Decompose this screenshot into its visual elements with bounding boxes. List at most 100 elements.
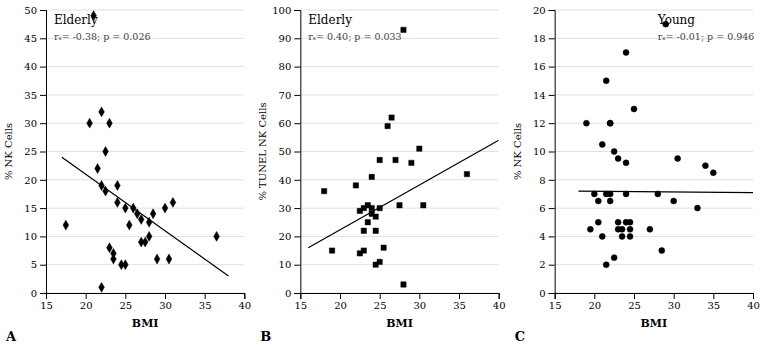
tick-mark [294, 38, 300, 39]
annotation: rₛ= -0.38; p = 0.026 [54, 31, 151, 42]
point [122, 203, 128, 213]
point [599, 141, 605, 147]
tick-mark [294, 208, 300, 209]
tick-label: 30 [668, 300, 681, 311]
tick: 10 [24, 231, 46, 242]
tick-label: 35 [707, 300, 720, 311]
y-axis-title: % NK Cells [512, 123, 523, 180]
figure: 15202530354005101520253035404550Elderlyr… [0, 0, 763, 345]
tick-label: 40 [747, 300, 760, 311]
point [63, 220, 69, 230]
plot-area [62, 11, 229, 293]
tick-mark [674, 293, 675, 299]
tick: 20 [80, 293, 93, 311]
tick-mark [459, 293, 460, 299]
grid-line [555, 208, 753, 209]
tick: 20 [533, 5, 555, 16]
tick-label: 25 [119, 300, 132, 311]
title: Young [657, 13, 696, 27]
y-axis: 05101520253035404550 [24, 5, 46, 299]
grid-line [555, 151, 753, 152]
point [377, 205, 382, 210]
tick-mark [40, 265, 46, 266]
tick-mark [549, 265, 555, 266]
grid-line [300, 264, 498, 265]
point [95, 164, 101, 174]
tick-label: 15 [40, 300, 53, 311]
point [409, 160, 414, 165]
tick-label: 15 [24, 203, 37, 214]
tick-label: 30 [279, 203, 292, 214]
tick-label: 8 [539, 175, 545, 186]
tick: 20 [334, 293, 347, 311]
tick-label: 25 [628, 300, 641, 311]
tick: 18 [533, 33, 555, 44]
point [623, 219, 629, 225]
point [107, 118, 113, 128]
x-axis-title: BMI [386, 317, 413, 330]
point [99, 107, 105, 117]
tick-label: 35 [199, 300, 212, 311]
point [99, 181, 105, 191]
grid-line [300, 10, 498, 11]
point [150, 209, 156, 219]
grid-line [555, 66, 753, 67]
tick-label: 25 [24, 146, 37, 157]
point [615, 219, 621, 225]
tick: 0 [31, 288, 46, 299]
axis-line [549, 11, 556, 294]
tick-mark [549, 293, 555, 294]
y-axis: 02468101214161820 [533, 5, 555, 299]
tick: 35 [199, 293, 212, 311]
tick: 0 [285, 288, 300, 299]
tick-label: 20 [80, 300, 93, 311]
tick: 35 [453, 293, 466, 311]
tick: 30 [279, 203, 301, 214]
tick-label: 20 [334, 300, 347, 311]
tick: 20 [588, 293, 601, 311]
point [99, 282, 105, 292]
point [115, 181, 121, 191]
point [464, 171, 469, 176]
tick: 45 [24, 33, 46, 44]
tick-mark [244, 293, 245, 299]
point [591, 191, 597, 197]
tick-label: 15 [294, 300, 307, 311]
tick-mark [594, 293, 595, 299]
tick: 40 [493, 293, 506, 311]
tick-label: 12 [533, 118, 546, 129]
panel-label: C [515, 329, 525, 344]
points [583, 21, 716, 268]
y-axis: 0102030405060708090100 [272, 5, 301, 299]
point [142, 237, 148, 247]
point [619, 226, 625, 232]
point [87, 118, 93, 128]
tick-label: 40 [279, 175, 292, 186]
point [421, 203, 426, 208]
point [595, 198, 601, 204]
tick-mark [294, 293, 300, 294]
tick-label: 20 [533, 5, 546, 16]
tick: 90 [279, 33, 301, 44]
title: Elderly [54, 13, 98, 27]
grid [555, 10, 753, 293]
tick-mark [549, 208, 555, 209]
grid-line [555, 10, 753, 11]
regression-line [62, 157, 229, 276]
grid-line [46, 123, 244, 124]
point [122, 260, 128, 270]
point [214, 231, 220, 241]
tick-mark [549, 95, 555, 96]
tick-label: 50 [279, 146, 292, 157]
grid-line [46, 151, 244, 152]
tick-label: 45 [24, 33, 37, 44]
grid-line [46, 66, 244, 67]
point [607, 191, 613, 197]
point [130, 203, 136, 213]
tick-label: 14 [533, 90, 546, 101]
tick-label: 40 [24, 61, 37, 72]
point [417, 146, 422, 151]
point [373, 214, 378, 219]
tick-mark [294, 123, 300, 124]
tick: 40 [238, 293, 251, 311]
